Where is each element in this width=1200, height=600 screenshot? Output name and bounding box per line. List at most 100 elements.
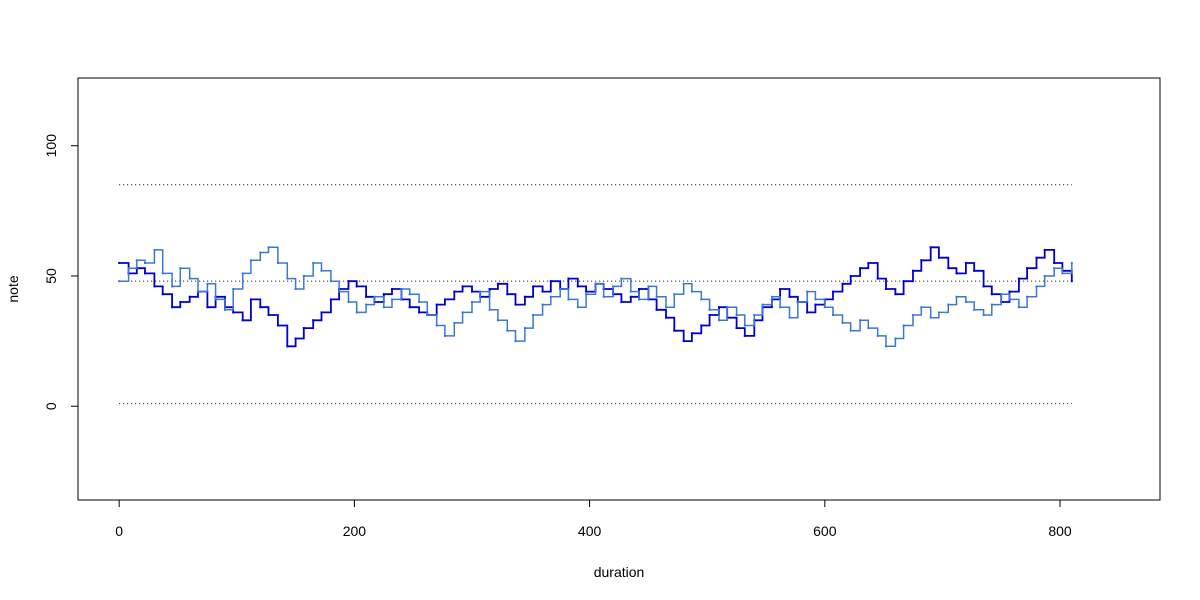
series-2-point <box>832 314 835 317</box>
series-2-point <box>743 324 746 327</box>
series-1-point <box>320 311 323 314</box>
series-1-point <box>1008 290 1011 293</box>
series-2-point <box>1026 295 1029 298</box>
series-2-point <box>796 301 799 304</box>
series-2-point <box>779 306 782 309</box>
series-2-point <box>770 295 773 298</box>
series-2-point <box>902 324 905 327</box>
x-axis: 0 200 400 600 800 <box>115 499 1072 539</box>
series-2-point <box>135 259 138 262</box>
series-2-point <box>259 251 262 254</box>
series-2-point <box>708 308 711 311</box>
series-2-point <box>329 280 332 283</box>
series-2-point <box>990 303 993 306</box>
series-2-point <box>453 321 456 324</box>
series-2-point <box>241 272 244 275</box>
series-1-point <box>267 314 270 317</box>
series-2-point <box>753 314 756 317</box>
series-1-point <box>161 293 164 296</box>
series-2-point <box>726 306 729 309</box>
series-1-point <box>259 306 262 309</box>
series-1-point <box>735 327 738 330</box>
series-2-point <box>912 314 915 317</box>
series-1-point <box>655 308 658 311</box>
series-2-point <box>276 261 279 264</box>
series-1-point <box>665 316 668 319</box>
series-2-point <box>338 290 341 293</box>
series-2-point <box>700 298 703 301</box>
series-1-point <box>171 306 174 309</box>
x-tick-label: 800 <box>1048 523 1072 539</box>
series-2-point <box>947 303 950 306</box>
series-1-point <box>832 290 835 293</box>
series-1-point <box>859 267 862 270</box>
series-1-point <box>637 288 640 290</box>
series-1-point <box>841 282 844 285</box>
series-2-point <box>206 282 209 285</box>
series-2-point <box>408 293 411 296</box>
series-1-point <box>982 285 985 288</box>
series-2-point <box>224 308 227 311</box>
series-2-point <box>761 303 764 306</box>
series-2-point <box>929 316 932 319</box>
series-2-point <box>365 303 368 306</box>
series-1-point <box>788 295 791 298</box>
series-1-point <box>682 340 685 343</box>
series-line-1 <box>119 246 1073 348</box>
series-2-point <box>514 340 517 343</box>
series-1-point <box>302 327 305 330</box>
series-2-point <box>153 248 156 251</box>
series-2-point <box>841 321 844 324</box>
series-2-point <box>884 345 887 348</box>
series-2-point <box>814 298 817 301</box>
y-tick-label: 100 <box>43 134 59 158</box>
series-1-point <box>964 261 967 264</box>
series-1-point <box>179 301 182 304</box>
series-2-point <box>267 246 270 249</box>
series-1-point <box>408 306 411 309</box>
series-1-point <box>947 267 950 270</box>
series-1-point <box>232 311 235 314</box>
series-2-point <box>188 277 191 280</box>
series-2-point <box>496 319 499 322</box>
series-2-point <box>665 306 668 309</box>
series-2-point <box>294 288 297 290</box>
series-2-point <box>320 269 323 272</box>
series-1-point <box>532 285 535 288</box>
series-1-point <box>541 290 544 293</box>
series-1-point <box>884 288 887 290</box>
series-1-point <box>1017 277 1020 280</box>
series-1-point <box>294 337 297 340</box>
series-1-point <box>355 285 358 288</box>
series-1-point <box>620 301 623 304</box>
series-1-point <box>549 280 552 283</box>
series-1-point <box>435 303 438 306</box>
series-2-point <box>788 316 791 319</box>
series-1-point <box>894 293 897 296</box>
series-1-point <box>806 311 809 314</box>
series-1-point <box>276 324 279 327</box>
series-2-point <box>523 327 526 330</box>
series-1-point <box>347 280 350 283</box>
series-1-point <box>937 256 940 259</box>
series-2-point <box>894 337 897 340</box>
series-1-point <box>876 277 879 280</box>
series-2-point <box>576 306 579 309</box>
series-2-point <box>391 298 394 301</box>
series-2-point <box>594 282 597 285</box>
series-2-point <box>488 308 491 311</box>
series-2-point <box>806 290 809 293</box>
series-1-point <box>453 290 456 293</box>
series-2-point <box>920 306 923 309</box>
series-2-point <box>118 280 121 283</box>
series-1-point <box>488 288 491 290</box>
x-tick-label: 400 <box>578 523 602 539</box>
series-1-point <box>1026 267 1029 270</box>
series-1-point <box>523 295 526 298</box>
series-1-point <box>849 274 852 277</box>
series-1-point <box>144 272 147 275</box>
series-1-point <box>329 298 332 301</box>
series-2-point <box>602 295 605 298</box>
series-2-point <box>355 311 358 314</box>
